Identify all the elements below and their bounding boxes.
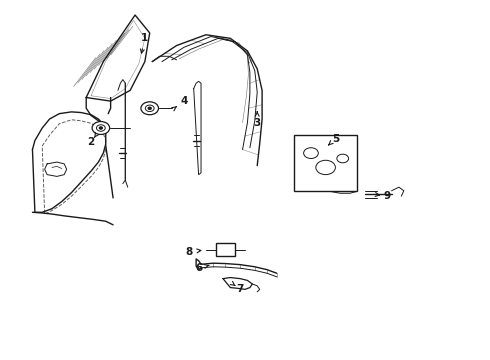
- Circle shape: [97, 125, 105, 131]
- Circle shape: [337, 154, 348, 163]
- Circle shape: [304, 148, 318, 158]
- Circle shape: [141, 102, 159, 115]
- Text: 9: 9: [383, 191, 390, 201]
- Text: 2: 2: [87, 138, 95, 147]
- FancyBboxPatch shape: [294, 135, 357, 191]
- Text: 4: 4: [180, 96, 188, 106]
- Circle shape: [148, 107, 151, 109]
- Text: 8: 8: [185, 247, 193, 257]
- Circle shape: [146, 105, 154, 112]
- Text: 3: 3: [254, 118, 261, 128]
- Circle shape: [99, 127, 102, 129]
- Text: 7: 7: [237, 284, 244, 294]
- Circle shape: [316, 160, 335, 175]
- Text: 5: 5: [332, 134, 339, 144]
- Text: 6: 6: [195, 263, 202, 273]
- Circle shape: [92, 122, 110, 134]
- Text: 1: 1: [141, 33, 148, 43]
- Bar: [216, 243, 235, 256]
